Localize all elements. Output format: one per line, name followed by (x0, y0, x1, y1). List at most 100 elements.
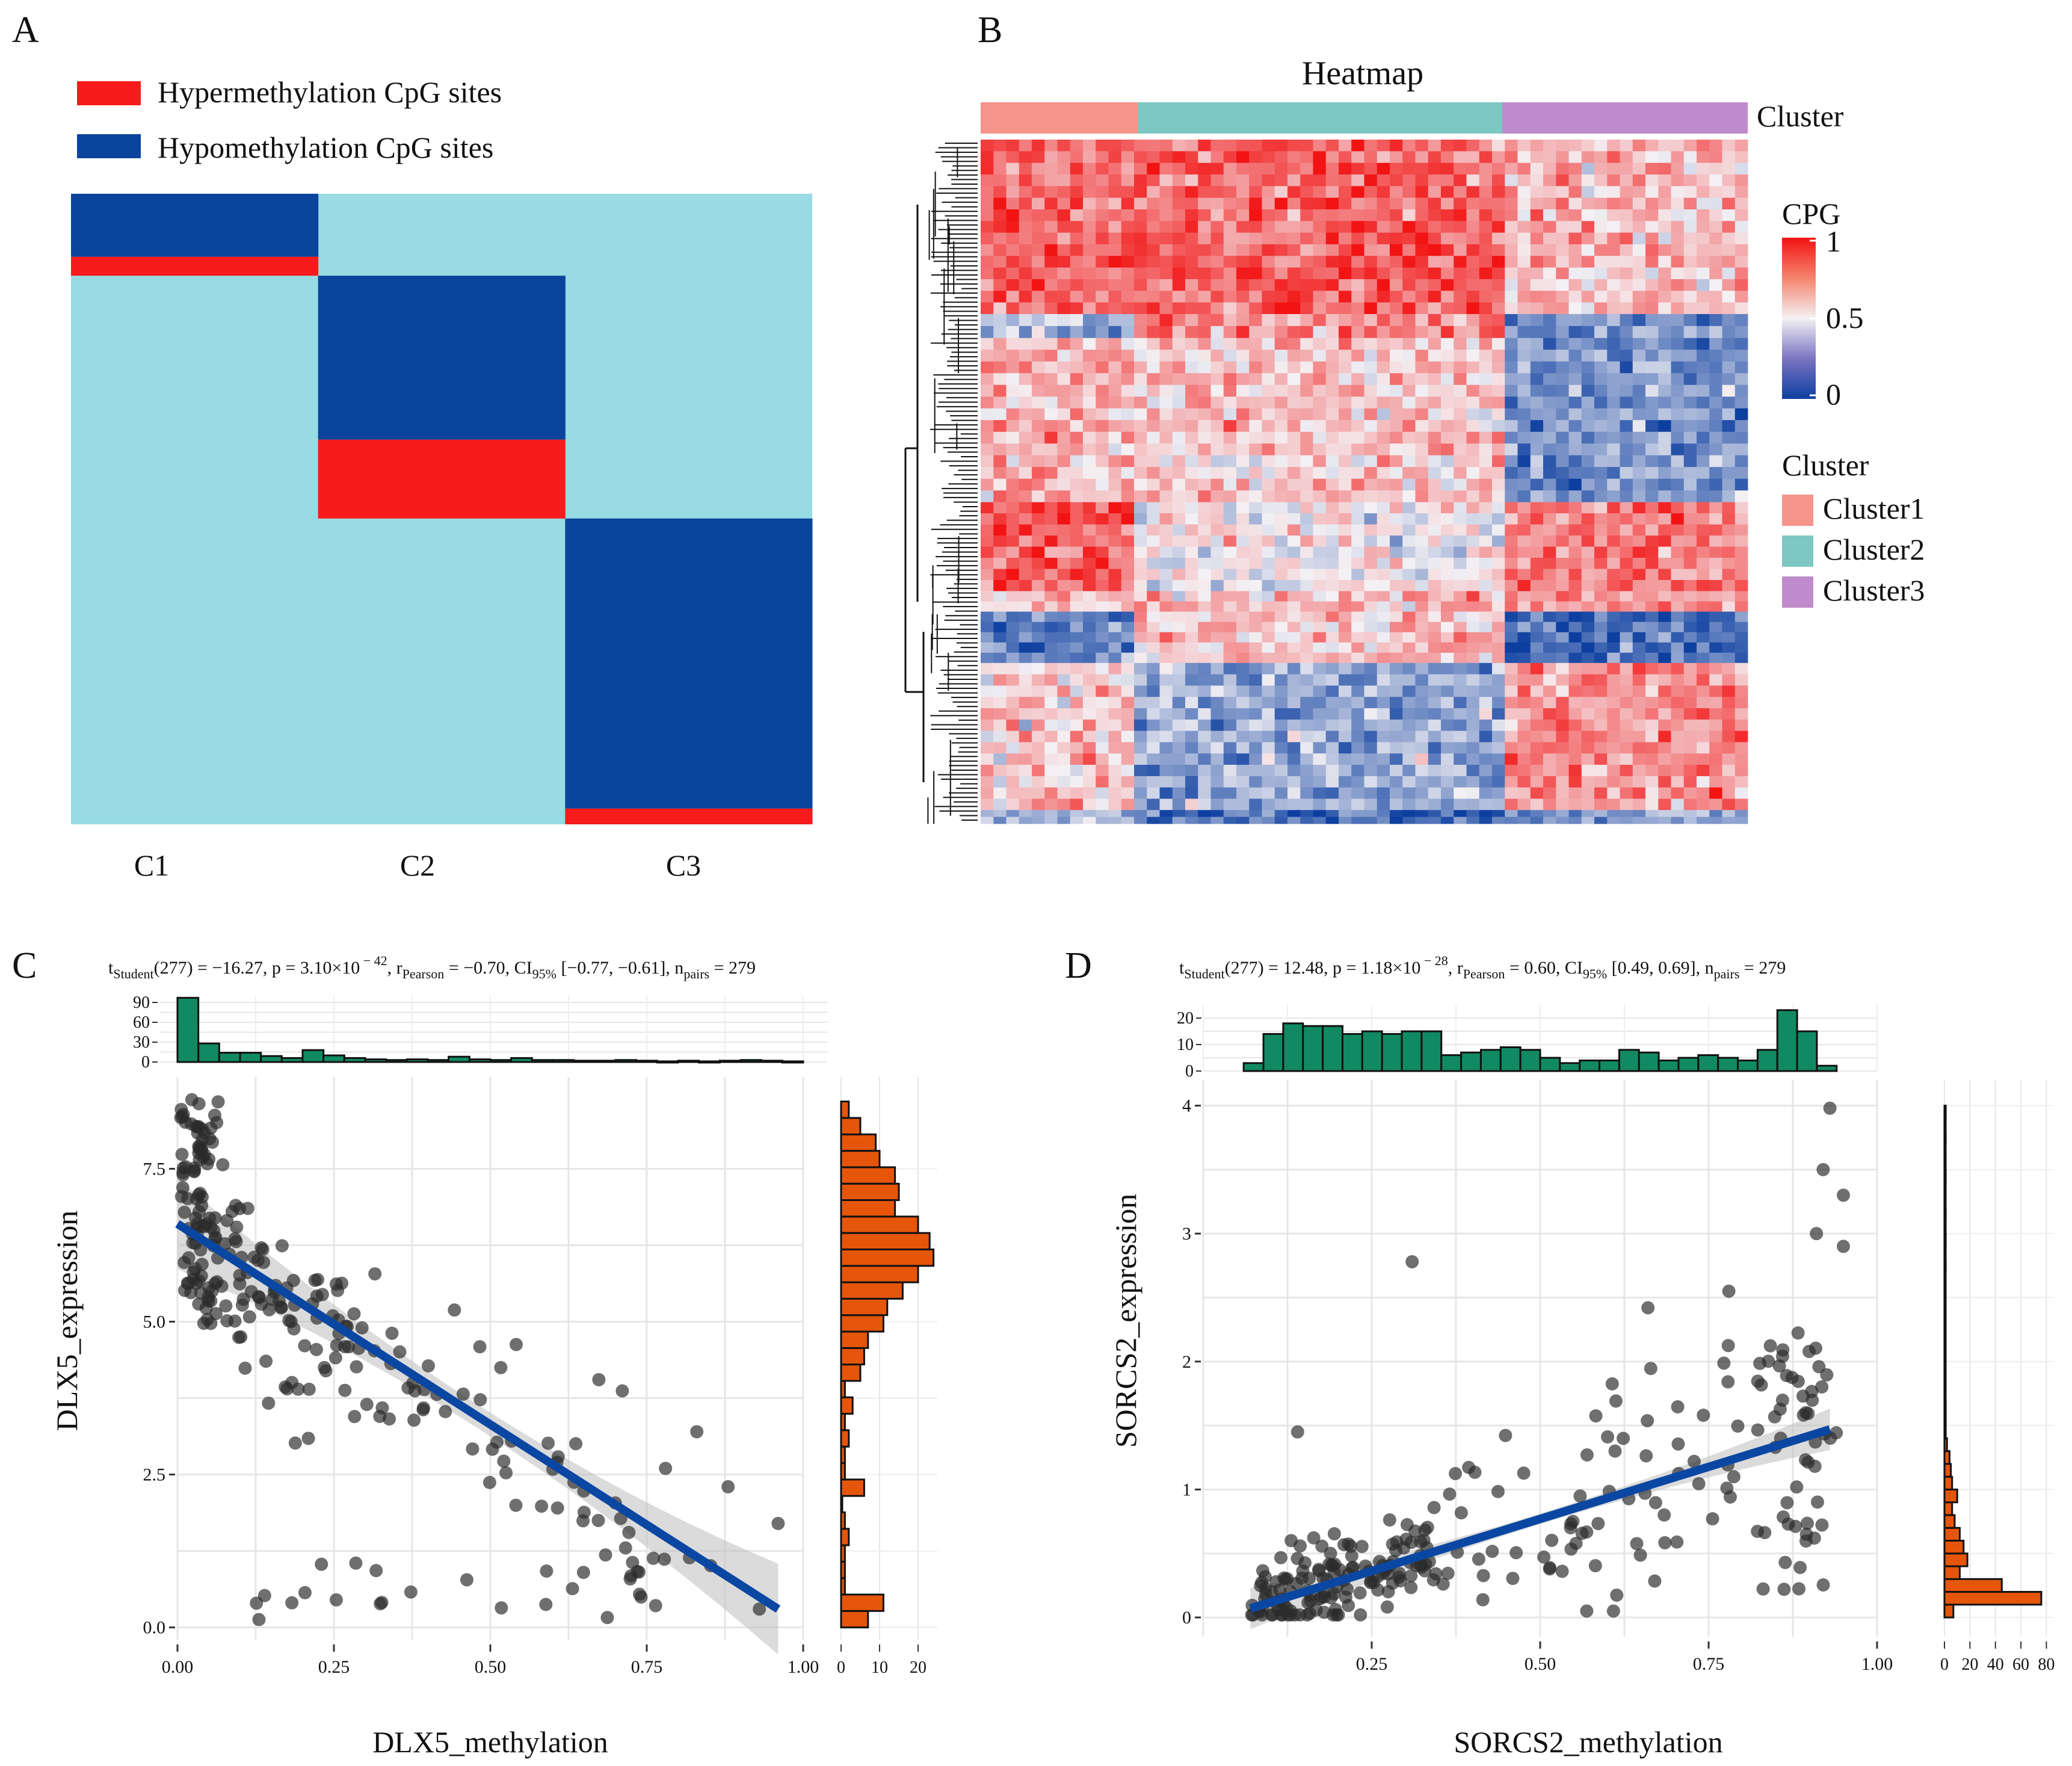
heatmap-cell (1581, 397, 1595, 409)
heatmap-cell (1402, 302, 1416, 315)
data-point (1791, 1374, 1805, 1388)
heatmap-cell (1185, 632, 1198, 643)
heatmap-cell (1274, 373, 1288, 386)
heatmap-cell (1492, 787, 1505, 799)
heatmap-cell (1658, 443, 1671, 456)
heatmap-cell (1134, 622, 1147, 633)
heatmap-cell (1492, 753, 1505, 765)
heatmap-cell (1697, 408, 1710, 421)
heatmap-cell (1390, 467, 1403, 480)
heatmap-cell (1339, 817, 1352, 824)
heatmap-cell (1147, 209, 1160, 221)
right-hist-bar (840, 1445, 846, 1465)
heatmap-cell (1262, 524, 1275, 536)
heatmap-cell (1121, 373, 1135, 386)
heatmap-cell (1505, 591, 1518, 602)
heatmap-cell (1377, 186, 1390, 199)
heatmap-cell (1492, 267, 1505, 280)
heatmap-cell (1479, 765, 1493, 777)
heatmap-cell (1044, 197, 1058, 210)
heatmap-cell (1722, 431, 1736, 444)
heatmap-cell (1325, 478, 1339, 491)
data-point (244, 1285, 258, 1298)
heatmap-cell (1517, 313, 1531, 327)
data-point (566, 1582, 579, 1596)
heatmap-cell (1697, 361, 1710, 374)
heatmap-cell (1402, 267, 1416, 280)
heatmap-cell (1172, 338, 1186, 350)
heatmap-cell (1709, 730, 1722, 743)
heatmap-cell (1300, 443, 1313, 456)
heatmap-cell (1543, 622, 1556, 633)
heatmap-cell (1198, 279, 1211, 291)
heatmap-cell (1044, 151, 1058, 164)
heatmap-cell (1070, 753, 1084, 765)
heatmap-cell (981, 719, 994, 732)
heatmap-cell (1594, 697, 1608, 709)
heatmap-cell (1172, 685, 1186, 697)
heatmap-cell (1402, 719, 1416, 732)
heatmap-cell (1108, 151, 1122, 164)
heatmap-cell (1044, 742, 1058, 754)
heatmap-cell (1210, 455, 1224, 468)
heatmap-cell (1032, 569, 1045, 581)
heatmap-cell (1044, 579, 1058, 591)
heatmap-cell (1441, 591, 1454, 602)
heatmap-cell (1249, 232, 1262, 245)
heatmap-cell (1390, 502, 1403, 514)
top-hist-bar (1322, 1025, 1343, 1072)
data-point (1420, 1521, 1434, 1534)
heatmap-cell (1620, 513, 1633, 525)
heatmap-cell (1351, 326, 1364, 339)
heatmap-cell (1185, 350, 1198, 362)
data-point (1608, 1444, 1622, 1458)
heatmap-cell (1479, 420, 1493, 433)
heatmap-cell (1159, 611, 1173, 622)
heatmap-cell (1083, 579, 1096, 591)
heatmap-cell (981, 601, 994, 612)
heatmap-cell (1339, 557, 1352, 569)
heatmap-cell (1096, 361, 1109, 374)
heatmap-cell (1607, 579, 1620, 591)
heatmap-cell (1364, 697, 1378, 709)
data-point (473, 1393, 487, 1407)
heatmap-cell (1108, 502, 1122, 514)
heatmap-cell (1108, 256, 1122, 268)
heatmap-cell (1377, 591, 1390, 602)
heatmap-cell (1543, 326, 1556, 339)
heatmap-cell (1185, 674, 1198, 686)
heatmap-cell (1198, 326, 1211, 339)
heatmap-cell (1249, 443, 1262, 456)
data-point (1255, 1575, 1269, 1589)
heatmap-cell (1083, 420, 1096, 433)
heatmap-cell (1019, 384, 1032, 397)
heatmap-cell (1441, 685, 1454, 697)
data-point (1751, 1525, 1765, 1539)
heatmap-cell (1287, 326, 1301, 339)
heatmap-cell (1325, 513, 1339, 525)
heatmap-cell (1147, 622, 1160, 633)
heatmap-cell (1057, 765, 1071, 777)
data-point (191, 1120, 205, 1134)
heatmap-cell (1044, 662, 1058, 675)
heatmap-cell (1556, 546, 1569, 558)
heatmap-cell (1044, 798, 1058, 810)
heatmap-cell (1339, 569, 1352, 581)
heatmap-cell (1517, 420, 1531, 433)
heatmap-cell (981, 420, 994, 433)
heatmap-cell (1734, 431, 1748, 444)
heatmap-cell (1734, 719, 1748, 732)
heatmap-cell (1390, 209, 1403, 221)
data-point (1340, 1582, 1354, 1596)
heatmap-cell (1530, 197, 1544, 210)
heatmap-cell (1159, 350, 1173, 362)
heatmap-cell (1134, 162, 1147, 175)
heatmap-cell (1300, 719, 1313, 732)
heatmap-cell (1632, 697, 1646, 709)
heatmap-cell (1607, 674, 1620, 686)
heatmap-cell (1671, 313, 1685, 327)
heatmap-cell (1198, 817, 1211, 824)
heatmap-cell (1147, 490, 1160, 503)
heatmap-cell (1441, 174, 1454, 187)
heatmap-cell (1568, 350, 1582, 362)
